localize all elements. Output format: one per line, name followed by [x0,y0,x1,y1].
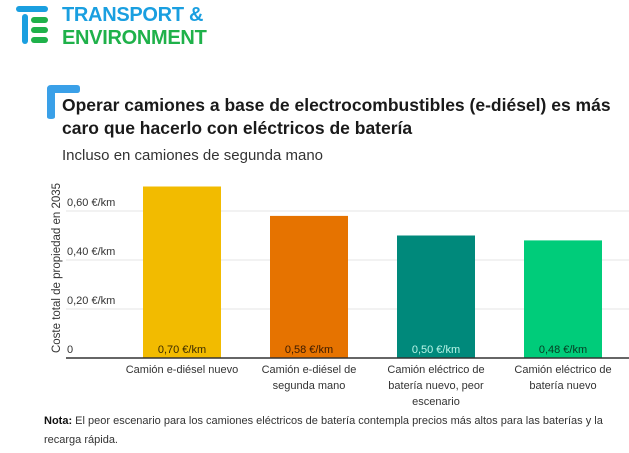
bar-data-label: 0,70 €/km [158,344,206,356]
transport-environment-logo-icon [16,6,48,44]
bar-data-label: 0,58 €/km [285,344,333,356]
bar [397,235,475,358]
x-category-label: segunda mano [273,380,346,392]
note-text: El peor escenario para los camiones eléc… [44,415,603,446]
chart-subtitle: Incluso en camiones de segunda mano [62,147,324,164]
y-tick-label: 0,60 €/km [67,197,115,209]
x-category-label: Camión e-diésel nuevo [126,364,239,376]
title-bracket-decoration [47,85,80,119]
bar [270,215,348,358]
chart-note: Nota: El peor escenario para los camione… [44,412,629,450]
bar-data-label: 0,48 €/km [539,344,587,356]
note-label: Nota: [44,415,73,427]
bar [143,186,221,358]
y-tick-label: 0,20 €/km [67,295,115,307]
y-tick-label: 0 [67,344,73,356]
x-category-label: batería nuevo, peor [388,380,484,392]
y-axis-title: Coste total de propiedad en 2035 [51,183,63,353]
x-category-label: Camión eléctrico de [514,364,611,376]
x-category-label: escenario [412,396,460,408]
logo-text-environment: ENVIRONMENT [62,27,207,49]
bar [524,240,602,358]
logo-text-transport: TRANSPORT & [62,4,204,26]
x-category-label: Camión e-diésel de [262,364,357,376]
x-category-label: batería nuevo [529,380,596,392]
chart-title: Operar camiones a base de electrocombust… [62,95,611,138]
x-category-label: Camión eléctrico de [387,364,484,376]
y-tick-label: 0,40 €/km [67,246,115,258]
bar-data-label: 0,50 €/km [412,344,460,356]
